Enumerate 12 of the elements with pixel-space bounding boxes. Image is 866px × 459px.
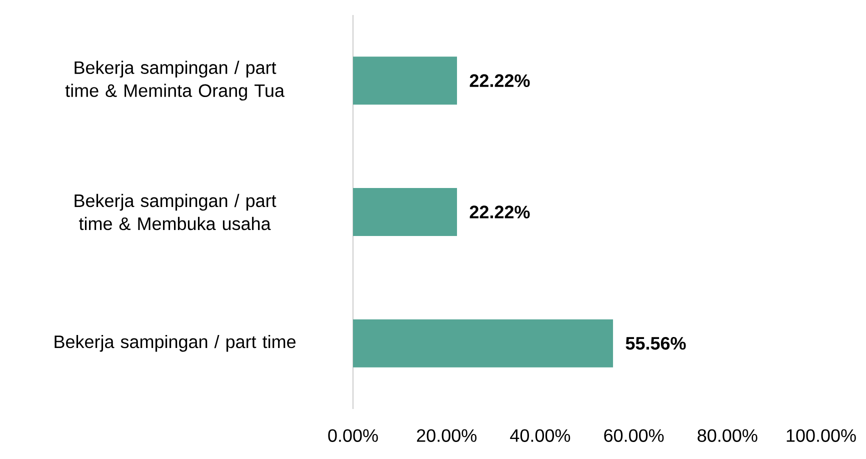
data-label: 55.56% — [626, 336, 686, 350]
x-tick-label: 80.00% — [698, 429, 758, 442]
data-label: 22.22% — [470, 206, 530, 218]
y-tick-label: Bekerja sampingan / part time & Meminta Orang Tua — [65, 60, 284, 101]
x-tick-label: 40.00% — [510, 429, 570, 442]
y-tick-label: Bekerja sampingan / part time & Membuka usaha — [74, 194, 276, 230]
data-label: 22.22% — [470, 74, 530, 88]
x-tick-label: 60.00% — [604, 429, 664, 442]
x-tick-label: 100.00% — [786, 429, 856, 442]
y-tick-label: Bekerja sampingan / part time — [54, 334, 296, 352]
x-tick-label: 0.00% — [328, 429, 378, 442]
x-tick-label: 20.00% — [416, 429, 476, 442]
